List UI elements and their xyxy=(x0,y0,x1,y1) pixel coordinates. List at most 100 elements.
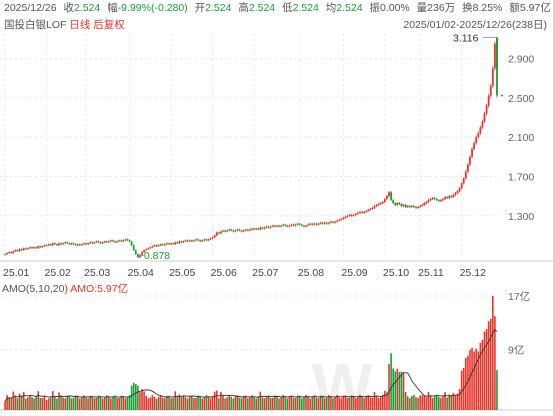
candle-body xyxy=(126,239,129,241)
amount-bar xyxy=(473,351,475,410)
period-selector[interactable]: 日线 xyxy=(69,19,91,31)
amount-bar xyxy=(425,397,428,410)
amount-bar xyxy=(182,395,185,410)
amount-bar xyxy=(257,396,260,410)
candle-body xyxy=(97,241,100,243)
candle-body xyxy=(321,222,324,224)
candle-body xyxy=(406,205,409,207)
amount-bar xyxy=(147,398,150,410)
amount-bar xyxy=(159,395,162,410)
candle-body xyxy=(375,204,378,206)
candle-body xyxy=(286,225,289,227)
candle-body xyxy=(280,225,282,227)
candle-body xyxy=(313,223,316,225)
candle-body xyxy=(346,215,349,217)
info-amount: 额5.97亿 xyxy=(509,2,551,14)
amount-bar xyxy=(161,397,164,410)
amount-bar xyxy=(101,398,104,410)
candle-body xyxy=(230,229,233,231)
amount-bar xyxy=(494,316,496,410)
candle-body xyxy=(365,210,368,212)
amount-bar xyxy=(110,398,112,410)
candle-body xyxy=(43,245,46,247)
amount-bar xyxy=(222,395,224,410)
date-range: 2025/01/02-2025/12/26(238日) xyxy=(403,19,547,31)
candle-body xyxy=(344,216,347,218)
amount-bar xyxy=(172,397,174,410)
amount-bar xyxy=(315,397,318,410)
amount-bar xyxy=(421,395,424,410)
amount-bar xyxy=(76,396,79,410)
candle-body xyxy=(130,241,133,246)
amount-bar xyxy=(228,395,231,410)
candle-body xyxy=(166,243,168,245)
fund-name: 国投白银LOF xyxy=(4,19,67,31)
amount-bar xyxy=(62,397,64,410)
candle-body xyxy=(85,243,87,245)
amount-bar xyxy=(379,396,382,410)
amount-bar xyxy=(43,395,46,410)
amount-bar xyxy=(485,329,488,410)
candle-body xyxy=(51,243,54,246)
amount-y-tick: 9亿 xyxy=(508,344,524,357)
amount-bar xyxy=(274,395,276,410)
candle-body xyxy=(155,245,158,247)
amount-bar xyxy=(37,391,40,410)
candle-body xyxy=(253,228,256,230)
amount-bar xyxy=(253,396,255,410)
amount-bar xyxy=(137,385,139,410)
candle-body xyxy=(354,213,357,215)
candle-body xyxy=(12,251,15,254)
price-x-tick: 25.12 xyxy=(460,267,486,279)
candle-body xyxy=(29,247,31,249)
candle-body xyxy=(342,217,345,219)
amount-bar xyxy=(450,394,453,410)
candle-body xyxy=(53,243,56,245)
candle-body xyxy=(336,220,339,222)
price-x-tick: 25.07 xyxy=(252,267,278,279)
candle-body xyxy=(421,204,424,206)
amount-bar xyxy=(489,318,492,410)
adjust-selector[interactable]: 后复权 xyxy=(93,19,125,31)
amount-bar xyxy=(336,395,338,410)
amount-bar xyxy=(220,391,222,410)
amount-bar xyxy=(236,395,239,410)
amount-bar xyxy=(303,397,305,410)
candle-body xyxy=(400,203,403,206)
watermark-logo: W xyxy=(312,350,373,416)
amount-bar xyxy=(56,398,58,410)
candle-body xyxy=(207,239,210,241)
amount-bar xyxy=(184,397,187,410)
candle-body xyxy=(45,245,48,247)
price-y-tick: 2.500 xyxy=(508,93,534,105)
amount-bar xyxy=(427,391,430,410)
candle-body xyxy=(18,249,21,252)
candle-body xyxy=(22,248,25,251)
candle-body xyxy=(188,240,191,242)
candle-body xyxy=(95,241,98,243)
candle-body xyxy=(267,226,270,228)
amount-bar xyxy=(135,383,137,410)
amount-bar xyxy=(290,395,293,410)
candle-body xyxy=(263,227,266,229)
amount-bar xyxy=(346,397,349,410)
amount-bar xyxy=(390,353,392,410)
amount-bar xyxy=(442,395,444,410)
amo-header: AMO(5,10,20) AMO:5.97亿 xyxy=(2,283,128,295)
candle-body xyxy=(246,229,249,231)
amount-bar xyxy=(157,396,160,410)
price-x-tick: 25.09 xyxy=(341,267,367,279)
candle-body xyxy=(305,225,307,227)
amount-bar xyxy=(149,397,152,410)
candle-body xyxy=(134,250,137,255)
amount-bar xyxy=(255,398,257,410)
candle-body xyxy=(487,95,490,106)
amount-bar xyxy=(465,358,467,410)
amount-bar xyxy=(365,395,367,410)
candle-body xyxy=(105,241,108,243)
price-x-tick: 25.01 xyxy=(3,267,29,279)
amount-bar xyxy=(164,398,166,410)
candle-body xyxy=(70,243,73,245)
amount-bar xyxy=(265,395,268,410)
